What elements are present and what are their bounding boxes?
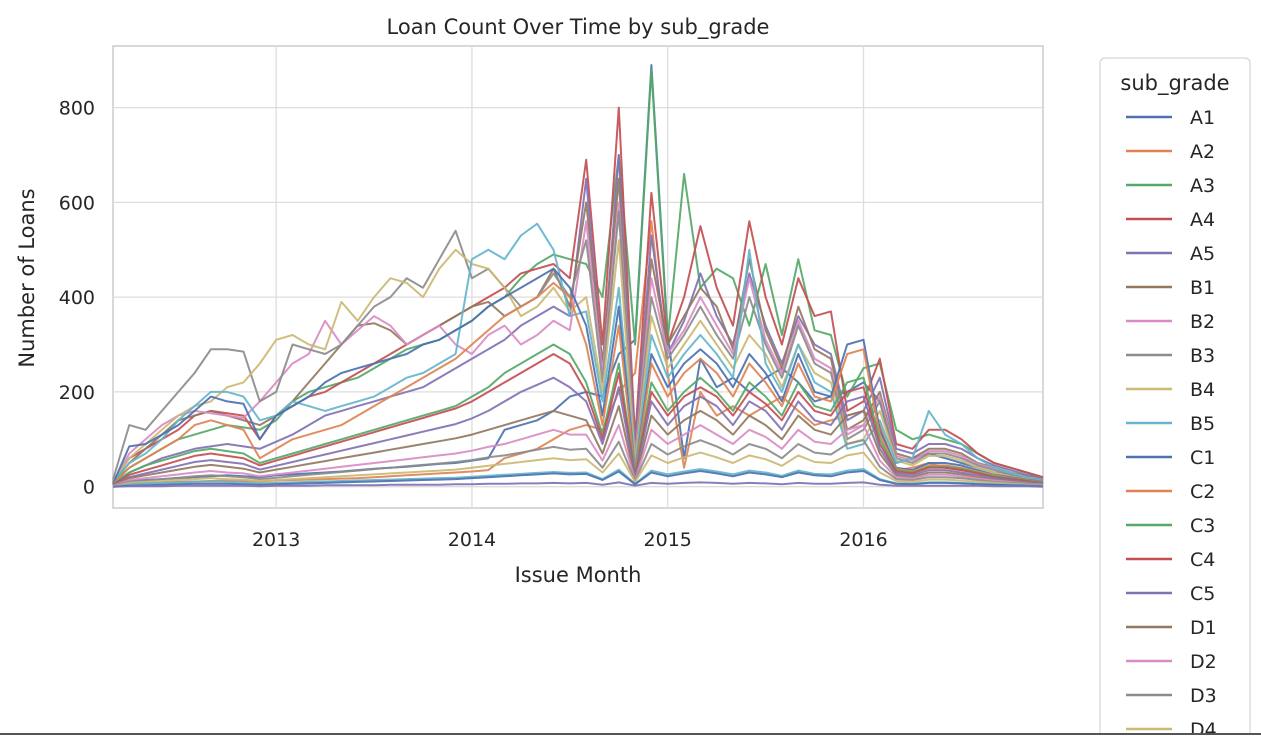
y-axis-ticks: 0 200 400 600 800 (59, 98, 95, 499)
x-tick-label: 2013 (252, 529, 300, 551)
y-tick-label: 800 (59, 98, 95, 120)
y-tick-label: 0 (83, 477, 95, 499)
series-line-c4 (112, 353, 1044, 486)
series-line-d1 (112, 405, 1044, 487)
y-tick-label: 600 (59, 192, 95, 214)
legend-label-c3: C3 (1190, 515, 1215, 537)
legend-label-d2: D2 (1190, 651, 1217, 673)
series-line-c1 (112, 267, 1044, 485)
bottom-divider (0, 733, 1261, 735)
y-axis-label: Number of Loans (15, 188, 39, 367)
legend: sub_grade A1 A2 A3 A4 A5 B1 B2 B3 B4 B5 C1 C2 C3 C4 C5… (1099, 57, 1251, 739)
legend-label-c1: C1 (1190, 447, 1215, 469)
legend-label-b2: B2 (1190, 311, 1215, 333)
legend-label-b3: B3 (1190, 345, 1215, 367)
legend-label-b4: B4 (1190, 379, 1215, 401)
series-line-c2 (112, 281, 1044, 486)
legend-label-a2: A2 (1190, 141, 1215, 163)
series-line-a5 (112, 154, 1044, 485)
series-line-c5 (112, 376, 1044, 487)
legend-label-a1: A1 (1190, 107, 1215, 129)
legend-label-a3: A3 (1190, 175, 1215, 197)
x-tick-label: 2015 (644, 529, 692, 551)
legend-box (1099, 57, 1251, 739)
legend-label-c2: C2 (1190, 481, 1215, 503)
chart-title: Loan Count Over Time by sub_grade (387, 15, 770, 40)
series-line-b3 (112, 210, 1044, 481)
legend-label-d3: D3 (1190, 685, 1217, 707)
legend-label-c5: C5 (1190, 583, 1215, 605)
legend-label-b5: B5 (1190, 413, 1215, 435)
legend-label-d1: D1 (1190, 617, 1217, 639)
series-line-b5 (112, 222, 1044, 483)
x-axis-ticks: 2013 2014 2015 2016 (252, 529, 888, 551)
x-tick-label: 2014 (448, 529, 496, 551)
legend-label-c4: C4 (1190, 549, 1215, 571)
legend-label-b1: B1 (1190, 277, 1215, 299)
series-line-f1 (112, 481, 1044, 488)
series-line-e1 (112, 470, 1044, 488)
series-line-c3 (112, 343, 1044, 486)
x-axis-label: Issue Month (515, 563, 642, 587)
series-lines (112, 64, 1044, 488)
series-line-d3 (112, 439, 1044, 487)
series-line-d2 (112, 424, 1044, 487)
legend-label-a4: A4 (1190, 209, 1215, 231)
y-tick-label: 200 (59, 382, 95, 404)
legend-title: sub_grade (1120, 71, 1229, 96)
legend-label-a5: A5 (1190, 243, 1215, 265)
x-tick-label: 2016 (839, 529, 887, 551)
y-tick-label: 400 (59, 287, 95, 309)
series-line-d4 (112, 451, 1044, 488)
